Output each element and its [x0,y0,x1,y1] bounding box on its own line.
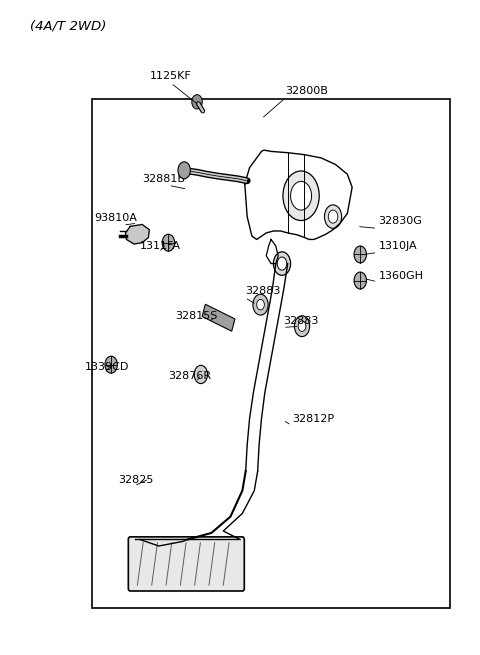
Bar [92,99,450,608]
Text: 1310JA: 1310JA [378,240,417,251]
Circle shape [290,181,312,210]
Text: 32812P: 32812P [292,414,335,424]
Circle shape [277,257,287,270]
Text: 32800B: 32800B [285,86,328,96]
Text: 32883: 32883 [245,286,280,296]
Circle shape [354,272,366,289]
Text: 32876R: 32876R [168,371,212,381]
Text: 32881B: 32881B [142,174,185,184]
Text: (4A/T 2WD): (4A/T 2WD) [30,20,107,33]
FancyBboxPatch shape [128,537,244,591]
Circle shape [253,294,268,315]
Circle shape [294,316,310,337]
Text: 32883: 32883 [283,316,318,326]
Text: 32830G: 32830G [378,216,422,227]
Circle shape [105,356,117,373]
Circle shape [354,246,366,263]
Text: 32825: 32825 [118,476,154,485]
Circle shape [162,234,175,251]
Circle shape [328,210,338,223]
Polygon shape [202,304,235,331]
Text: 1125KF: 1125KF [150,71,192,81]
Text: 1360GH: 1360GH [378,271,423,280]
Polygon shape [125,225,149,244]
Circle shape [257,299,264,310]
Circle shape [298,321,306,331]
Text: 1311FA: 1311FA [140,240,181,251]
Circle shape [283,171,319,221]
Text: 93810A: 93810A [95,213,137,223]
Circle shape [274,252,290,275]
Circle shape [178,162,191,179]
Circle shape [324,205,342,229]
Text: 1339CD: 1339CD [85,362,129,372]
Circle shape [192,95,202,109]
Text: 32815S: 32815S [176,311,218,321]
Circle shape [194,365,207,384]
